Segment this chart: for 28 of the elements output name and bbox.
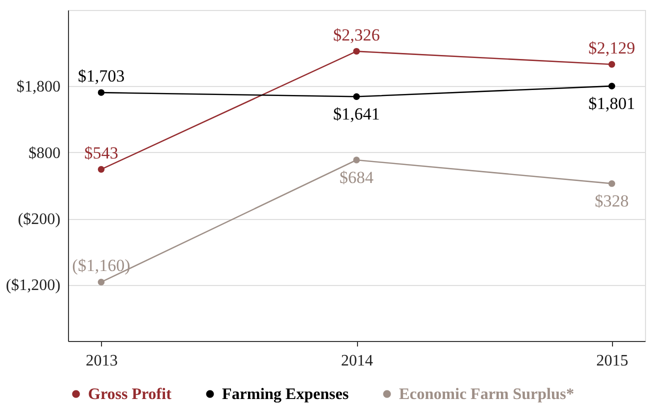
y-tick-label: $800 (28, 144, 60, 162)
x-tick-label: 2015 (596, 352, 628, 370)
legend-label: Gross Profit (88, 386, 172, 403)
data-label: $684 (340, 168, 374, 188)
point (353, 48, 360, 55)
point (608, 180, 616, 187)
data-label: ($1,160) (72, 256, 130, 276)
x-tick-label: 2013 (86, 352, 118, 370)
point (353, 93, 360, 100)
data-label: $328 (594, 192, 629, 211)
data-label: $543 (84, 143, 118, 162)
y-tick-label: $1,800 (16, 78, 60, 96)
data-label: $2,326 (333, 25, 380, 44)
point (98, 89, 105, 96)
data-label: $1,801 (588, 94, 636, 114)
y-tick-label: ($200) (18, 211, 60, 228)
point (608, 61, 616, 68)
data-label: $2,129 (588, 38, 636, 58)
point (98, 166, 105, 173)
point (608, 82, 616, 90)
data-label: $1,641 (333, 104, 380, 124)
legend-label: Farming Expenses (222, 386, 349, 403)
y-tick-label: ($1,200) (6, 277, 60, 294)
point (98, 278, 105, 286)
point (353, 156, 360, 164)
legend-label: Economic Farm Surplus* (399, 386, 574, 403)
x-tick-label: 2014 (341, 352, 373, 370)
data-label: $1,703 (78, 66, 125, 86)
